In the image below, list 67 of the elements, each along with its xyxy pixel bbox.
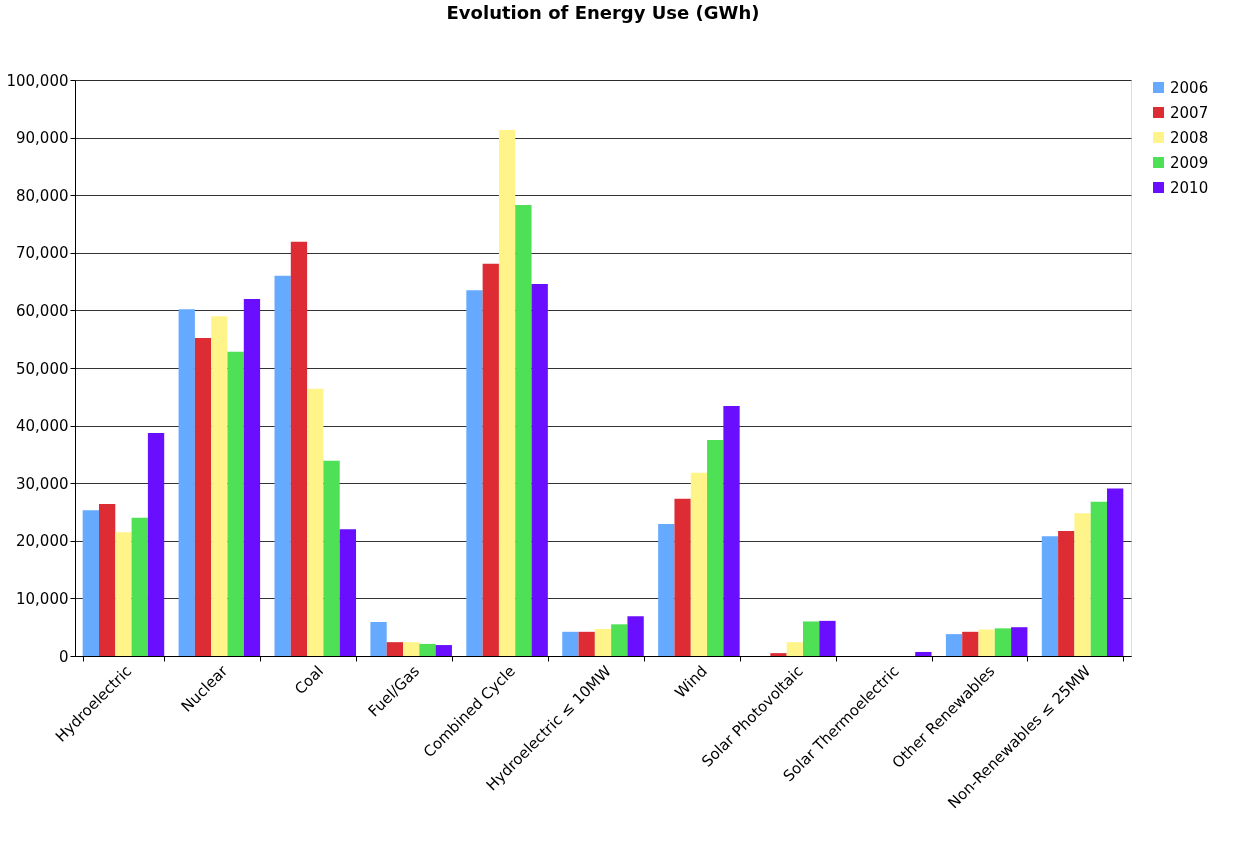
bar <box>290 241 308 656</box>
bar <box>403 642 420 656</box>
y-tick-label: 20,000 <box>16 532 69 551</box>
bar <box>611 624 628 656</box>
bar <box>482 263 499 656</box>
bar <box>82 510 99 656</box>
bar <box>723 406 740 656</box>
bar <box>707 440 724 656</box>
bar <box>1074 513 1091 656</box>
bar <box>178 309 195 656</box>
bar <box>802 621 820 656</box>
bar <box>819 620 836 656</box>
y-tick-label: 80,000 <box>16 186 69 205</box>
bar <box>370 622 387 656</box>
bar <box>531 283 548 656</box>
bar <box>915 651 932 656</box>
bar <box>243 298 261 656</box>
bar <box>115 532 132 656</box>
bar <box>339 529 357 656</box>
bar <box>515 204 532 656</box>
bar <box>227 351 244 656</box>
bar <box>98 503 116 656</box>
y-tick-label: 90,000 <box>16 129 69 148</box>
bar <box>131 517 148 656</box>
legend-label: 2007 <box>1170 103 1209 122</box>
bar <box>211 316 228 656</box>
bar <box>1058 531 1075 656</box>
bar <box>466 290 483 656</box>
bar <box>419 643 436 656</box>
bar <box>594 628 612 656</box>
bar <box>786 642 803 656</box>
bar <box>147 433 165 656</box>
y-tick-label: 100,000 <box>6 71 69 90</box>
bar <box>674 498 691 656</box>
bar <box>962 631 979 656</box>
bar <box>562 631 579 656</box>
bar <box>307 388 324 656</box>
y-tick-label: 30,000 <box>16 474 69 493</box>
chart-title: Evolution of Energy Use (GWh) <box>446 2 760 23</box>
bar <box>978 629 995 656</box>
bar <box>658 524 675 656</box>
bar <box>578 631 595 656</box>
bar <box>323 460 340 656</box>
y-tick-label: 10,000 <box>16 589 69 608</box>
y-tick-label: 60,000 <box>16 301 69 320</box>
bar <box>1090 501 1108 656</box>
legend-label: 2010 <box>1170 178 1209 197</box>
bar <box>1041 536 1059 656</box>
bar <box>627 616 644 656</box>
bar <box>1107 488 1124 656</box>
bar <box>690 472 708 656</box>
bar <box>770 653 787 656</box>
y-tick-label: 40,000 <box>16 417 69 436</box>
bar <box>274 275 291 656</box>
bar <box>435 645 452 656</box>
legend-label: 2006 <box>1170 78 1209 97</box>
bar <box>945 634 963 656</box>
bar <box>194 338 212 656</box>
bar <box>1011 627 1028 656</box>
legend-label: 2008 <box>1170 128 1209 147</box>
legend-label: 2009 <box>1170 153 1209 172</box>
y-tick-label: 50,000 <box>16 359 69 378</box>
y-tick-label: 0 <box>58 647 69 666</box>
bar <box>994 628 1012 656</box>
y-tick-label: 70,000 <box>16 244 69 263</box>
bar <box>498 130 516 656</box>
bar <box>386 642 404 656</box>
